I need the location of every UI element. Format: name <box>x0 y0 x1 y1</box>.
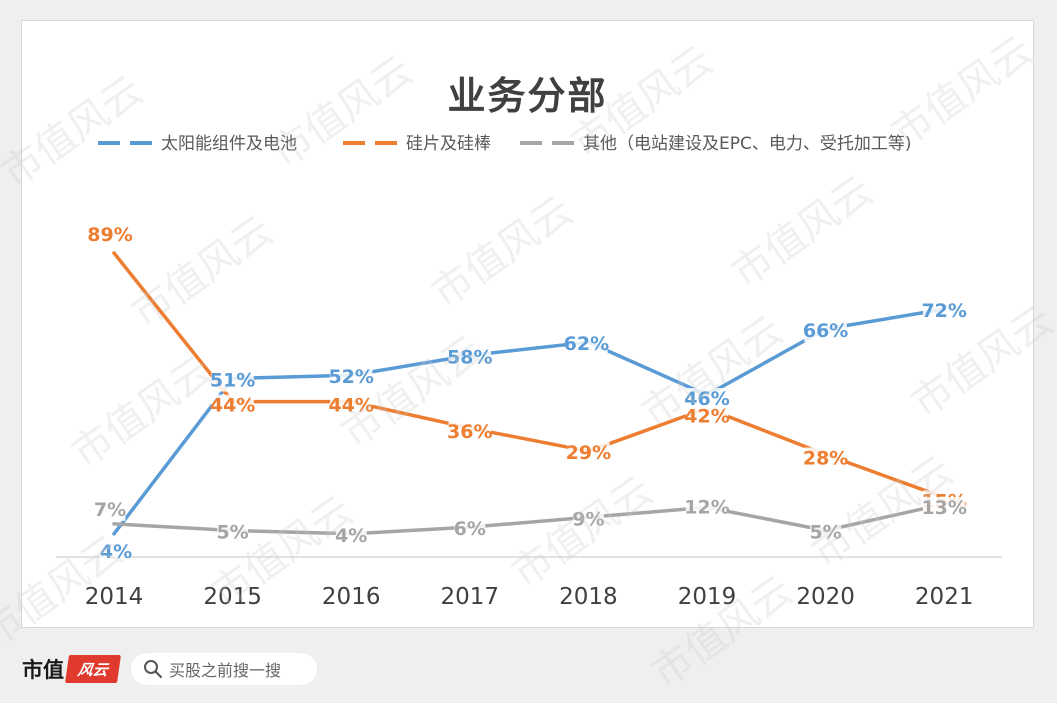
data-label-bg <box>329 366 373 389</box>
data-label: 36% <box>447 421 492 443</box>
legend-label: 太阳能组件及电池 <box>161 134 297 154</box>
x-tick-label: 2016 <box>322 584 381 610</box>
data-label-bg <box>567 442 610 465</box>
data-label: 52% <box>328 366 373 388</box>
data-label-bg <box>685 388 729 411</box>
line-chart: 2014 2015 2016 2017 2018 2019 2020 2021 太阳能组件及电池… <box>56 134 1002 610</box>
data-label-bg <box>922 300 966 323</box>
data-label-bg <box>211 369 254 392</box>
data-label: 62% <box>564 333 609 355</box>
data-label-bg <box>454 518 486 541</box>
data-label-bg <box>572 508 604 531</box>
chart-card: 业务分部 2014 2015 2016 2017 2018 2019 2020 2021 太阳能… <box>21 20 1034 628</box>
search-placeholder: 买股之前搜一搜 <box>169 661 282 680</box>
data-label: 9% <box>572 508 604 530</box>
data-label: 5% <box>809 521 841 543</box>
brand-name: 市值 <box>22 658 64 682</box>
x-tick-label: 2014 <box>85 584 144 610</box>
data-label: 72% <box>921 300 966 322</box>
data-label: 4% <box>335 525 367 547</box>
data-label: 13% <box>921 497 966 519</box>
data-label-bg <box>922 497 966 520</box>
x-tick-label: 2020 <box>796 584 855 610</box>
data-label: 7% <box>94 499 126 521</box>
data-label-bg <box>94 498 126 521</box>
data-label: 58% <box>447 346 492 368</box>
series-line <box>112 502 946 536</box>
data-label: 66% <box>803 320 848 342</box>
data-label-bg <box>448 346 492 369</box>
data-label-bg <box>217 521 249 544</box>
search-bar[interactable]: 买股之前搜一搜 <box>131 653 317 685</box>
data-label: 46% <box>684 388 729 410</box>
data-label-bg <box>804 447 847 470</box>
data-label: 89% <box>87 224 132 246</box>
x-tick-label: 2017 <box>441 584 500 610</box>
data-label-bg <box>565 333 608 356</box>
data-label-bg <box>448 421 492 444</box>
footer: 市值 风云 买股之前搜一搜 <box>22 652 317 686</box>
search-icon <box>144 660 163 679</box>
data-label-bg <box>335 524 367 547</box>
chart-title: 业务分部 <box>447 74 608 118</box>
data-label: 44% <box>328 395 373 417</box>
x-tick-label: 2021 <box>915 584 974 610</box>
data-label-bg <box>685 405 729 428</box>
data-label-bg <box>88 224 132 246</box>
data-label: 12% <box>684 496 729 518</box>
data-label-bg <box>810 521 842 544</box>
data-label: 44% <box>210 395 255 417</box>
data-label: 5% <box>216 521 248 543</box>
x-tick-label: 2015 <box>203 584 262 610</box>
legend-label: 其他（电站建设及EPC、电力、受托加工等) <box>583 134 912 154</box>
x-tick-label: 2019 <box>678 584 737 610</box>
data-label: 51% <box>210 370 255 392</box>
x-tick-label: 2018 <box>559 584 618 610</box>
data-label: 42% <box>684 405 729 427</box>
brand-badge: 风云 <box>65 655 121 683</box>
data-label: 28% <box>803 448 848 470</box>
data-label: 4% <box>100 541 132 563</box>
data-label: 6% <box>454 518 486 540</box>
data-label-bg <box>100 540 132 563</box>
data-label: 29% <box>566 442 611 464</box>
series-line <box>112 307 946 536</box>
data-label-bg <box>211 394 254 417</box>
legend-label: 硅片及硅棒 <box>406 134 491 154</box>
data-label-bg <box>804 319 847 342</box>
data-label-bg <box>685 496 729 519</box>
data-label-bg <box>329 394 373 417</box>
